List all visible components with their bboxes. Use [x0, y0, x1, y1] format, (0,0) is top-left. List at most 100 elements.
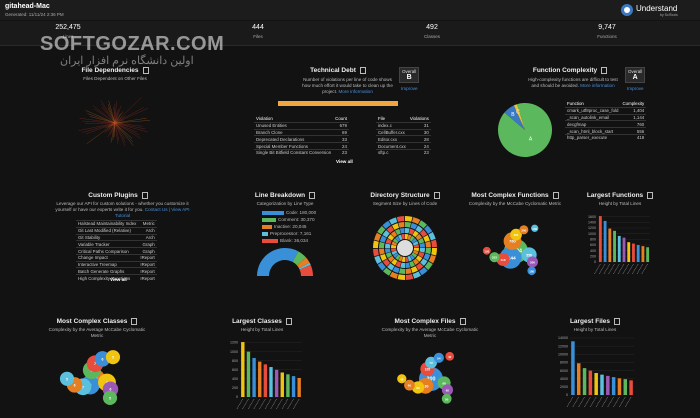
more-info-link[interactable]: More information — [580, 83, 615, 88]
x-label-stub — [236, 398, 244, 410]
copy-icon[interactable] — [601, 67, 608, 74]
panel-title: Technical Debt — [283, 67, 393, 74]
bar — [280, 372, 284, 397]
header: gitahead-Mac Generated: 11/11/24 2:36 PM… — [0, 0, 700, 20]
table-row: cmark_utf8proc_case_fold 1,404 — [565, 107, 647, 114]
copy-icon[interactable] — [459, 318, 466, 325]
copy-icon[interactable] — [309, 192, 316, 199]
edge — [108, 100, 116, 124]
panel-title-text: Most Complex Files — [394, 318, 456, 326]
table-cell: decgfmap — [567, 121, 587, 127]
y-tick-label: 14000 — [558, 336, 568, 340]
sunburst-segment — [409, 254, 415, 260]
y-tick-label: 1200 — [588, 226, 596, 230]
stat-value: 252,475 — [55, 24, 81, 31]
sunburst-segment — [391, 248, 397, 252]
grade-box: Overall A — [625, 67, 646, 83]
bubble-label: 45 — [400, 377, 404, 381]
table-cell: sftp.c — [378, 150, 389, 156]
y-tick-label: 8000 — [560, 361, 568, 365]
table-cell: 33 — [342, 136, 347, 142]
edge — [107, 104, 116, 124]
bubble-label: 331 — [514, 233, 519, 237]
table-cell: Document.cxx — [378, 143, 406, 149]
view-all-link[interactable]: View all — [110, 277, 127, 282]
bar-chart: 0 2000 4000 6000 8000 10000 12000 14000 — [558, 336, 634, 408]
copy-icon[interactable] — [131, 318, 138, 325]
copy-icon[interactable] — [359, 67, 366, 74]
pie-label: B — [511, 112, 515, 118]
table-row: Unused Entities 679 — [254, 122, 349, 129]
copy-icon[interactable] — [142, 67, 149, 74]
more-info-link[interactable]: More information — [338, 89, 373, 94]
view-all-link[interactable]: View all — [336, 159, 353, 164]
x-label-stub — [287, 398, 294, 410]
table-cell: Editor.cxx — [378, 136, 398, 142]
x-label-stub — [601, 396, 609, 408]
stat-label: Functions — [597, 34, 617, 39]
sunburst-segment — [408, 228, 415, 235]
copy-icon[interactable] — [614, 318, 621, 325]
bubble-label: 200 — [521, 228, 526, 232]
improve-link[interactable]: Improve — [627, 86, 644, 91]
table-row: Interactive Treemap IReport — [76, 261, 157, 268]
table-row: _scan_html_block_start 556 — [565, 127, 647, 135]
stat-value: 444 — [252, 24, 264, 31]
x-label-stub — [613, 263, 620, 275]
sunburst-segment — [377, 225, 386, 235]
table-row: sftp.c 23 — [376, 149, 431, 155]
bar — [627, 242, 631, 262]
sunburst-segment — [395, 261, 402, 268]
improve-link[interactable]: Improve — [401, 86, 418, 91]
table-cell: 69 — [342, 129, 347, 135]
sunburst-segment — [382, 230, 390, 238]
x-label-stub — [253, 398, 260, 410]
contact-link[interactable]: Contact Us — [144, 207, 168, 212]
table-cell: IReport — [140, 268, 155, 274]
table-cell: 24 — [423, 143, 429, 149]
y-tick-label: 1000 — [230, 350, 238, 354]
edge — [114, 122, 140, 136]
edge — [100, 103, 116, 124]
y-tick-label: 400 — [590, 249, 596, 253]
bubble-label: 253 — [492, 256, 497, 260]
copy-icon[interactable] — [285, 318, 292, 325]
bubble-label: 105 — [425, 368, 431, 372]
stat-label: Files — [253, 34, 263, 39]
stats-bar: 252,475 Lines 444 Files 492 Classes 9,747 Funct… — [0, 21, 700, 46]
debt-bar — [278, 101, 398, 106]
bar — [582, 368, 587, 395]
copy-icon[interactable] — [433, 192, 440, 199]
table-cell: Variable Tracker — [78, 241, 110, 247]
bubble-label: 1144 — [505, 255, 516, 261]
bubble-label: 7 — [94, 362, 96, 366]
pie-label: A — [529, 136, 533, 142]
table-cell: Git Last Modified (Relative) — [78, 228, 131, 234]
tutorial-link[interactable]: View API Tutorial — [114, 207, 190, 218]
copy-icon[interactable] — [141, 192, 148, 199]
bubble-label: 6 — [101, 357, 103, 361]
table-header: File Violations — [376, 116, 431, 122]
bubble-label: 6 — [74, 383, 76, 387]
panel-subtitle: Complexity by the Average McCabe Cycloma… — [381, 327, 479, 338]
panel-title: Largest Classes — [222, 318, 302, 325]
sunburst-segment — [420, 258, 428, 266]
half-donut — [257, 248, 313, 276]
copy-icon[interactable] — [647, 192, 654, 199]
edge — [89, 116, 116, 124]
sunburst-segment — [391, 244, 397, 248]
bar-chart: 0 200 400 600 800 1000 1200 — [230, 341, 302, 410]
table-cell: Halstead Maintainability Index — [78, 221, 137, 227]
table-cell: http_parser_execute — [567, 135, 608, 141]
sunburst-segment — [401, 234, 405, 240]
sunburst-segment — [428, 254, 436, 264]
bar — [241, 342, 245, 397]
copy-icon[interactable] — [552, 192, 559, 199]
legend-text: Preprocessor: 7,161 — [270, 231, 312, 236]
y-tick-label: 12000 — [558, 344, 568, 348]
edge — [114, 122, 126, 146]
sunburst-segment — [389, 271, 399, 279]
bar — [636, 245, 640, 262]
edge — [100, 99, 116, 124]
